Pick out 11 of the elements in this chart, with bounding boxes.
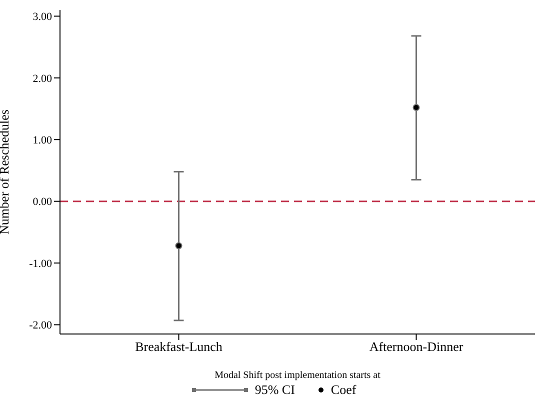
legend-label: Coef	[330, 382, 356, 398]
y-tick-label: 3.00	[32, 11, 52, 24]
y-tick-label: -2.00	[29, 320, 52, 332]
legend-label: 95% CI	[254, 382, 295, 398]
x-axis-title: Modal Shift post implementation starts at	[214, 370, 381, 381]
y-tick-label: 1.00	[32, 134, 52, 147]
y-tick-label: 2.00	[32, 72, 52, 85]
y-tick-label: -1.00	[29, 258, 52, 270]
y-tick-label: 0.00	[32, 196, 52, 208]
x-tick-label: Breakfast-Lunch	[135, 339, 223, 354]
x-tick-label: Afternoon-Dinner	[369, 339, 464, 354]
